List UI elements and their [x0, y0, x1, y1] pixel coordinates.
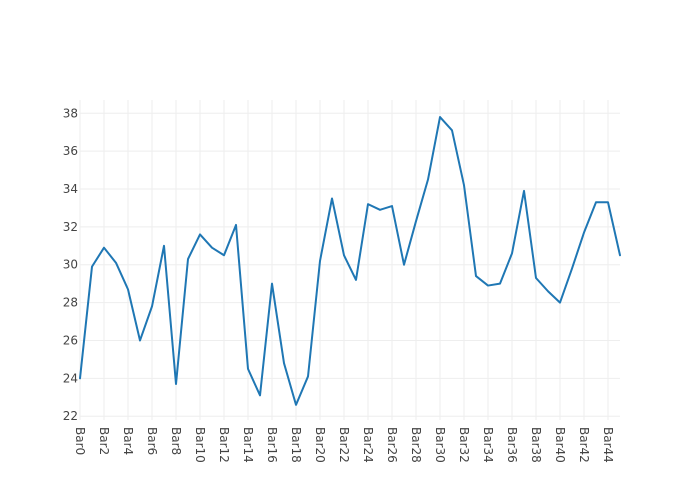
x-tick-label: Bar36	[505, 427, 519, 463]
x-tick-label: Bar38	[529, 427, 543, 463]
grid	[79, 100, 620, 420]
x-tick-label: Bar22	[337, 427, 351, 463]
y-tick-label: 22	[63, 409, 78, 423]
y-tick-label: 24	[63, 371, 78, 385]
series-line	[79, 116, 621, 406]
x-tick-label: Bar34	[481, 427, 495, 463]
x-tick-label: Bar42	[577, 427, 591, 463]
y-tick-label: 36	[63, 144, 78, 158]
y-tick-label: 26	[63, 333, 78, 347]
x-tick-label: Bar40	[553, 427, 567, 463]
x-tick-label: Bar16	[265, 427, 279, 463]
x-tick-label: Bar12	[217, 427, 231, 463]
x-tick-label: Bar44	[601, 427, 615, 463]
x-tick-label: Bar10	[193, 427, 207, 463]
x-tick-label: Bar20	[313, 427, 327, 463]
x-tick-label: Bar4	[121, 427, 135, 455]
x-tick-label: Bar24	[361, 427, 375, 463]
x-tick-label: Bar2	[97, 427, 111, 455]
x-tick-label: Bar32	[457, 427, 471, 463]
x-tick-label: Bar18	[289, 427, 303, 463]
x-axis: Bar0 Bar2 Bar4 Bar6 Bar8 Bar10 Bar12 Bar14 Bar16…	[73, 427, 615, 463]
y-tick-label: 30	[63, 258, 78, 272]
series-layer	[79, 116, 621, 406]
y-tick-label: 28	[63, 296, 78, 310]
x-tick-label: Bar14	[241, 427, 255, 463]
x-tick-label: Bar28	[409, 427, 423, 463]
y-tick-label: 38	[63, 106, 78, 120]
y-axis: 22 24 26 28 30 32 34 36 38	[63, 106, 78, 423]
y-tick-label: 34	[63, 182, 78, 196]
x-tick-label: Bar8	[169, 427, 183, 455]
x-tick-label: Bar6	[145, 427, 159, 455]
x-tick-label: Bar30	[433, 427, 447, 463]
y-tick-label: 32	[63, 220, 78, 234]
x-tick-label: Bar0	[73, 427, 87, 455]
x-tick-label: Bar26	[385, 427, 399, 463]
